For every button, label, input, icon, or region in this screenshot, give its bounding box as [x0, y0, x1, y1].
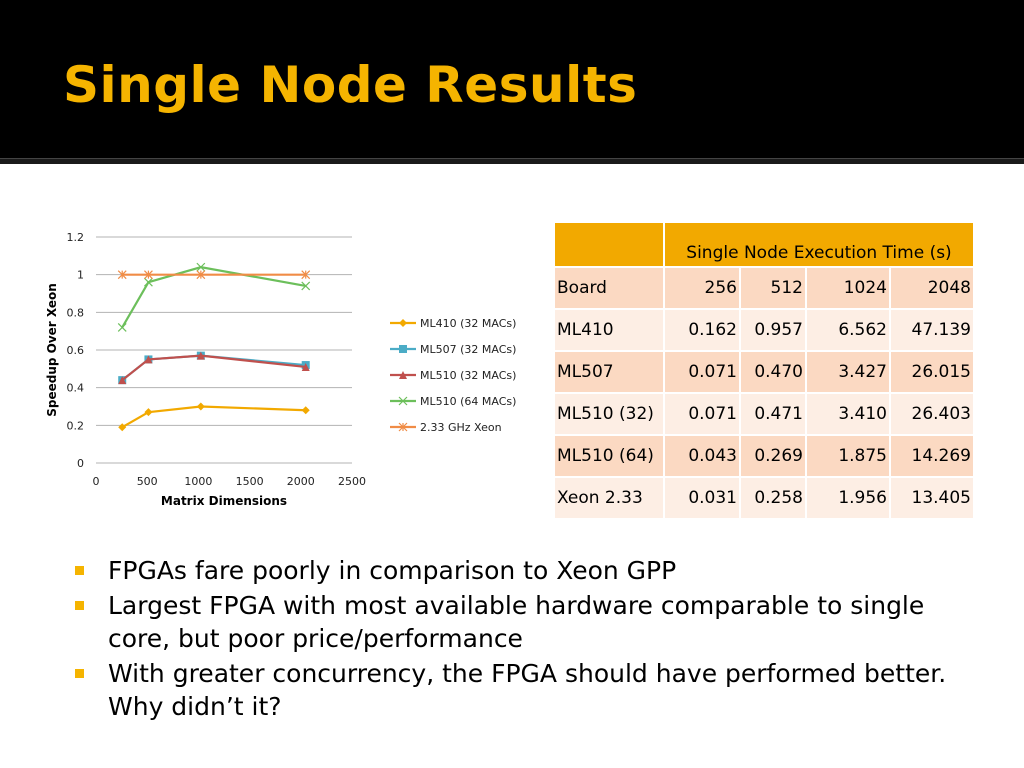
data-point — [196, 351, 205, 360]
bullet-square-icon — [75, 669, 84, 678]
y-tick-label: 0.8 — [67, 306, 85, 319]
series-line — [121, 405, 306, 429]
table-row-label: Xeon 2.33 — [555, 478, 663, 518]
execution-time-table-container: Single Node Execution Time (s) Board 256 5… — [553, 221, 975, 520]
table-cell: 26.403 — [891, 394, 973, 434]
table-cell: 1.875 — [807, 436, 889, 476]
x-tick-label: 1000 — [184, 475, 212, 488]
table-column-header-size: 256 — [665, 268, 739, 308]
table-cell: 3.427 — [807, 352, 889, 392]
table-cell: 14.269 — [891, 436, 973, 476]
data-point — [144, 270, 153, 280]
legend-label: ML507 (32 MACs) — [420, 343, 516, 356]
legend-marker — [399, 371, 407, 379]
bullet-square-icon — [75, 601, 84, 610]
data-point — [118, 376, 127, 385]
table-cell: 6.562 — [807, 310, 889, 350]
slide-title: Single Node Results — [63, 56, 638, 114]
table-header-title: Single Node Execution Time (s) — [665, 223, 973, 266]
bullet-square-icon — [75, 566, 84, 575]
table-row: ML410 0.162 0.957 6.562 47.139 — [555, 310, 973, 350]
table-cell: 13.405 — [891, 478, 973, 518]
table-row: ML507 0.071 0.470 3.427 26.015 — [555, 352, 973, 392]
y-axis-label: Speedup Over Xeon — [45, 283, 59, 417]
table-cell: 47.139 — [891, 310, 973, 350]
table-cell: 0.471 — [741, 394, 805, 434]
y-tick-label: 0.4 — [67, 382, 85, 395]
table-cell: 0.043 — [665, 436, 739, 476]
table-body: Board 256 512 1024 2048 ML410 0.162 0.957 6.562 4… — [555, 268, 973, 518]
data-point — [196, 402, 205, 411]
data-point — [301, 362, 310, 371]
table-cell: 3.410 — [807, 394, 889, 434]
table-cell: 0.957 — [741, 310, 805, 350]
x-tick-label: 2500 — [338, 475, 366, 488]
table-row: ML510 (64) 0.043 0.269 1.875 14.269 — [555, 436, 973, 476]
y-tick-label: 1.2 — [67, 231, 85, 244]
data-point — [301, 270, 311, 280]
table-column-header-board: Board — [555, 268, 663, 308]
y-tick-label: 0 — [77, 457, 84, 470]
x-tick-label: 500 — [137, 475, 158, 488]
table-cell: 0.470 — [741, 352, 805, 392]
table-row: ML510 (32) 0.071 0.471 3.410 26.403 — [555, 394, 973, 434]
table-cell: 0.162 — [665, 310, 739, 350]
data-point — [144, 408, 153, 417]
table-row-label: ML510 (64) — [555, 436, 663, 476]
data-point — [196, 270, 206, 280]
x-tick-label: 2000 — [287, 475, 315, 488]
legend-label: ML510 (32 MACs) — [420, 369, 516, 382]
table-header-blank — [555, 223, 663, 266]
y-tick-label: 0.6 — [67, 344, 85, 357]
legend-label: ML410 (32 MACs) — [420, 317, 516, 330]
execution-time-table: Single Node Execution Time (s) Board 256 5… — [553, 221, 975, 520]
table-row-label: ML410 — [555, 310, 663, 350]
y-tick-label: 1 — [77, 269, 84, 282]
legend-label: 2.33 GHz Xeon — [420, 421, 502, 434]
table-cell: 26.015 — [891, 352, 973, 392]
data-point — [117, 270, 127, 280]
legend-marker — [399, 319, 407, 327]
bullet-item: With greater concurrency, the FPGA shoul… — [72, 657, 972, 723]
table-row: Xeon 2.33 0.031 0.258 1.956 13.405 — [555, 478, 973, 518]
bullet-item: Largest FPGA with most available hardwar… — [72, 589, 972, 655]
bullet-text: FPGAs fare poorly in comparison to Xeon … — [108, 556, 677, 585]
speedup-line-chart: 0 0.2 0.4 0.6 0.8 1 1.2 0 500 1000 1500 2000 2500 Mat… — [45, 231, 516, 508]
legend-marker — [398, 422, 408, 432]
bullet-text: With greater concurrency, the FPGA shoul… — [108, 659, 947, 721]
data-point — [301, 406, 310, 415]
table-column-header-row: Board 256 512 1024 2048 — [555, 268, 973, 308]
title-divider — [0, 158, 1024, 164]
table-header-row: Single Node Execution Time (s) — [555, 223, 973, 266]
table-column-header-size: 512 — [741, 268, 805, 308]
x-axis-label: Matrix Dimensions — [161, 494, 287, 508]
x-tick-label: 0 — [93, 475, 100, 488]
table-cell: 1.956 — [807, 478, 889, 518]
table-cell: 0.071 — [665, 352, 739, 392]
bullet-item: FPGAs fare poorly in comparison to Xeon … — [72, 554, 972, 587]
legend-marker — [398, 396, 408, 406]
legend-label: ML510 (64 MACs) — [420, 395, 516, 408]
data-point — [301, 281, 311, 291]
table-row-label: ML510 (32) — [555, 394, 663, 434]
series-line — [121, 354, 306, 381]
legend-marker — [399, 345, 407, 353]
table-row-label: ML507 — [555, 352, 663, 392]
table-cell: 0.258 — [741, 478, 805, 518]
table-cell: 0.269 — [741, 436, 805, 476]
x-tick-label: 1500 — [236, 475, 264, 488]
data-point — [118, 423, 127, 432]
table-cell: 0.031 — [665, 478, 739, 518]
data-point — [144, 355, 153, 364]
data-point — [144, 277, 153, 287]
bullet-text: Largest FPGA with most available hardwar… — [108, 591, 925, 653]
data-point — [196, 262, 206, 272]
title-bar: Single Node Results — [0, 0, 1024, 158]
table-column-header-size: 1024 — [807, 268, 889, 308]
table-column-header-size: 2048 — [891, 268, 973, 308]
table-cell: 0.071 — [665, 394, 739, 434]
bullet-list: FPGAs fare poorly in comparison to Xeon … — [72, 554, 972, 725]
data-point — [117, 322, 127, 332]
y-tick-label: 0.2 — [67, 419, 85, 432]
